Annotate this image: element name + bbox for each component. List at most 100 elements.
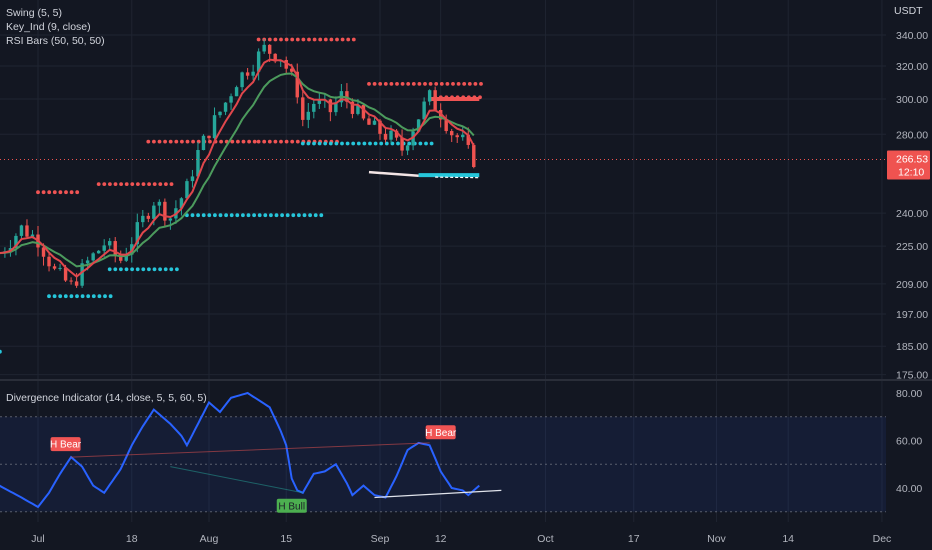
bear-div-line	[71, 442, 430, 458]
swing-high-dot-2	[196, 139, 201, 144]
swing-low-dot-4	[300, 141, 305, 146]
signal-box-2	[425, 425, 456, 440]
swing-high-dot-1	[124, 182, 129, 187]
candle-body-55	[301, 97, 305, 120]
signal-0: H Bear	[50, 437, 82, 452]
swing-high-dot-5	[406, 82, 411, 86]
swing-low-dot-4	[407, 141, 412, 146]
swing-high-dot-2	[168, 139, 173, 144]
swing-low-dot-3	[280, 213, 284, 218]
swing-high-dot-5	[479, 82, 483, 86]
swing-high-dot-1	[141, 182, 146, 187]
signal-label-1: H Bull	[278, 501, 305, 512]
candle-body-17	[91, 253, 95, 261]
candle-body-86	[472, 144, 476, 168]
swing-low-dot-3	[196, 213, 201, 218]
swing-high-dot-4	[273, 37, 278, 42]
candle-body-26	[141, 215, 145, 223]
candle-body-31	[168, 218, 173, 221]
candle-body-16	[85, 260, 90, 264]
current-price-tag	[887, 150, 930, 180]
time-tick-5: 12	[435, 533, 447, 545]
signal-box-1	[276, 498, 307, 513]
swing-low-dot-3	[241, 213, 245, 218]
candle-body-25	[135, 222, 140, 245]
candle-body-53	[290, 68, 294, 72]
candle-body-13	[69, 280, 73, 282]
swing-low-dot-3	[246, 213, 251, 218]
candle-body-5	[25, 225, 29, 237]
swing-high-dot-0	[64, 190, 68, 195]
swing-low-dot-1	[63, 294, 68, 299]
swing-low-dot-4	[317, 141, 322, 146]
swing-low-dot-4	[384, 141, 389, 146]
swing-high-dot-4	[295, 37, 300, 42]
candle-body-84	[461, 134, 465, 138]
swing-low-dot-2	[163, 267, 168, 272]
candle-body-18	[96, 250, 101, 254]
swing-low-dot-3	[274, 213, 279, 218]
candle-body-39	[212, 115, 217, 139]
swing-high-dot-5	[462, 82, 467, 86]
swing-high-dot-5	[400, 82, 405, 86]
candle-body-41	[223, 102, 228, 112]
oscillator: H Bear H Bull H Bear	[0, 391, 502, 513]
swing-high-dot-2	[163, 139, 168, 144]
candle-body-83	[455, 135, 459, 138]
swing-high-dot-1	[102, 182, 107, 187]
candle-body-11	[58, 267, 62, 269]
candle-body-61	[334, 102, 338, 113]
candle-body-30	[163, 201, 167, 221]
swing-low-dot-3	[190, 213, 195, 218]
candle-body-74	[405, 145, 410, 151]
swing-high-dot-2	[152, 139, 156, 144]
swing-low-dot-3	[213, 213, 217, 218]
swing-high-dot-4	[346, 37, 351, 42]
swing-low-dot-3	[257, 213, 262, 218]
legend-divergence[interactable]: Divergence Indicator (14, close, 5, 5, 6…	[6, 392, 207, 404]
swing-low-dot-1	[97, 294, 102, 299]
candle-body-73	[400, 137, 404, 151]
price-tick-3: 280.00	[896, 129, 928, 141]
swing-high-dot-1	[169, 182, 174, 187]
axes: USDT 340.00 320.00 300.00 280.00 240.00 225.00…	[0, 5, 930, 545]
legend-rsi-bars[interactable]: RSI Bars (50, 50, 50)	[6, 35, 105, 47]
candle-body-60	[328, 99, 333, 113]
swing-high-dot-5	[395, 82, 399, 86]
swing-low-dot-4	[368, 141, 372, 146]
time-tick-9: 14	[782, 533, 794, 545]
candle-body-40	[218, 111, 222, 116]
signal-box-0	[50, 437, 81, 452]
swing-low-dot-3	[319, 213, 324, 218]
swing-high-dot-2	[241, 139, 246, 144]
candle-body-65	[356, 104, 360, 114]
price-tick-8: 185.00	[896, 341, 928, 353]
candle-body-47	[256, 51, 261, 72]
swing-low-dot-2	[113, 267, 118, 272]
swing-low-dot-4	[323, 141, 328, 146]
swing-high-dot-2	[185, 139, 190, 144]
candle-body-19	[102, 245, 106, 251]
swing-high-dot-5	[378, 82, 383, 86]
current-price-value: 266.53	[896, 153, 928, 165]
support-lines	[368, 170, 480, 179]
swing-high-dot-1	[130, 182, 135, 187]
candle-body-48	[262, 44, 266, 52]
time-tick-10: Dec	[873, 533, 892, 545]
swing-high-dot-1	[136, 182, 140, 187]
swing-high-dot-1	[164, 182, 168, 187]
candle-body-43	[234, 87, 239, 97]
time-tick-1: 18	[126, 533, 138, 545]
legend-key-ind[interactable]: Key_Ind (9, close)	[6, 21, 91, 33]
swing-high-dot-4	[312, 37, 317, 42]
swing-low-dot-1	[80, 294, 85, 299]
candle-body-35	[190, 176, 195, 182]
swing-low-dot-4	[362, 141, 367, 146]
swing-high-dot-5	[434, 82, 439, 86]
swing-high-dot-3	[279, 139, 283, 144]
candle-body-20	[107, 241, 112, 246]
candle-body-69	[378, 120, 382, 134]
swing-low-dot-3	[291, 213, 296, 218]
legend-swing[interactable]: Swing (5, 5)	[6, 7, 63, 19]
